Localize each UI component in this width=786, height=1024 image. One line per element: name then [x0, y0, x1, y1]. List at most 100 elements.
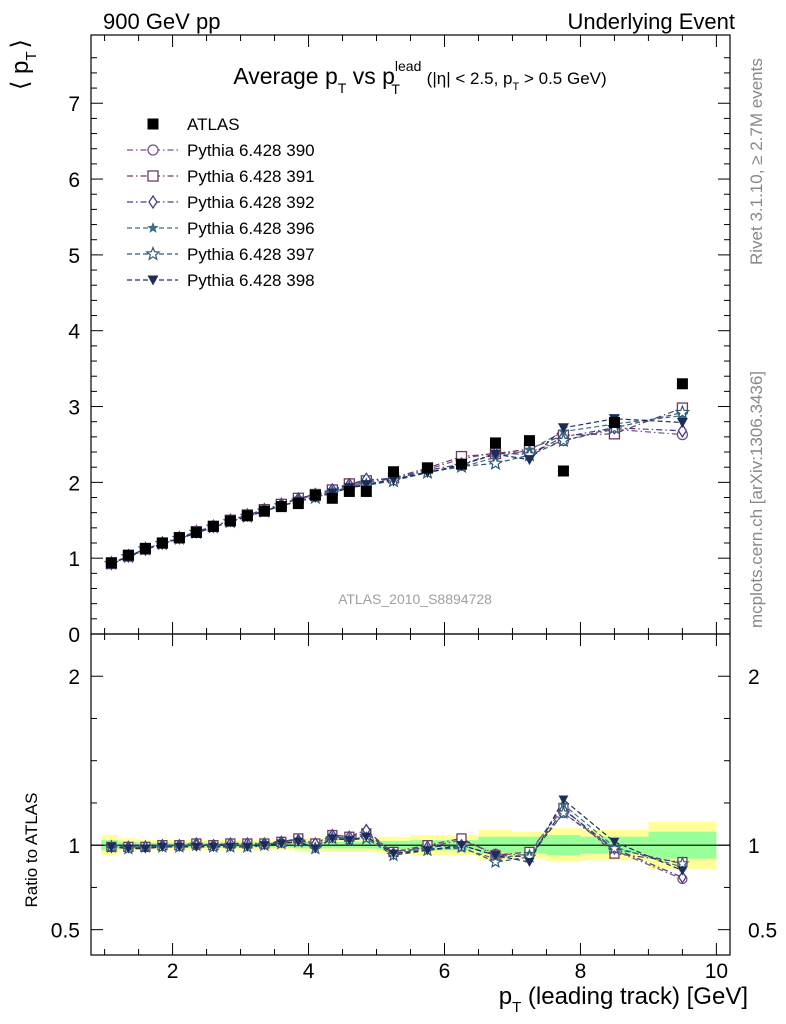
x-tick-label-4: 4: [303, 960, 315, 983]
ratio-point-s6-5: [191, 842, 202, 852]
legend-marker-6: [147, 275, 159, 286]
ratio-point-s5-19: [488, 854, 503, 869]
main-point-s6-19: [489, 449, 501, 460]
ratio-point-s3-23: [678, 870, 687, 884]
legend-label-6: Pythia 6.428 398: [187, 271, 315, 290]
main-line-series-1: [111, 428, 683, 565]
legend-marker-5: [145, 245, 161, 261]
main-point-atlas-1: [122, 549, 134, 561]
ratio-point-s6-8: [242, 842, 253, 852]
ratio-point-s6-20: [524, 858, 535, 868]
xlabel-pre: p: [499, 983, 512, 1010]
rivet-version-label: Rivet 3.1.10, ≥ 2.7M events: [747, 58, 766, 265]
ratio-point-s6-2: [140, 844, 151, 854]
ylabel-close: ⟩: [7, 39, 34, 48]
main-point-s5-21: [555, 432, 572, 448]
mcplots-source-label: mcplots.cern.ch [arXiv:1306.3436]: [747, 371, 766, 628]
xlabel-sub: T: [512, 999, 521, 1016]
main-y-tick-label-1: 1: [68, 548, 80, 571]
main-point-s6-20: [523, 455, 535, 466]
main-point-atlas-2: [139, 542, 151, 554]
ratio-point-s5-23: [675, 856, 690, 870]
ratio-point-s5-22: [607, 841, 622, 855]
main-y-tick-label-2: 2: [68, 472, 80, 495]
main-point-atlas-6: [207, 520, 219, 532]
main-point-atlas-12: [309, 489, 321, 501]
header-right-label: Underlying Event: [567, 9, 735, 34]
ratio-y-tick-label-right-1: 1: [748, 835, 760, 858]
ratio-point-s6-6: [208, 842, 219, 852]
x-tick-label-2: 2: [167, 960, 179, 983]
ratio-point-s6-1: [123, 844, 134, 854]
main-y-tick-label-6: 6: [68, 169, 80, 192]
main-point-atlas-13: [326, 492, 338, 504]
ratio-y-tick-label-right-2: 2: [748, 666, 760, 689]
main-plot-title: Average pT vs plead T (|η| < 2.5, pT > 0.…: [233, 58, 606, 97]
title-vs-sup: lead: [395, 58, 421, 74]
ratio-point-s6-13: [327, 834, 338, 844]
axes-layer: 2 4 6 8 10 0 1 2 3 4 5 6 7 0.5 0.5 1 1 2 2: [51, 35, 777, 983]
ratio-point-s6-11: [293, 837, 304, 847]
main-point-atlas-14: [343, 485, 355, 497]
title-vs-sub: T: [391, 81, 400, 97]
main-series-layer: [103, 378, 691, 571]
main-y-tick-label-7: 7: [68, 93, 80, 116]
ratio-point-s6-12: [310, 844, 321, 854]
title-main: Average p: [233, 63, 337, 89]
legend-label-5: Pythia 6.428 397: [187, 245, 315, 264]
main-line-series-3: [111, 427, 683, 565]
main-point-s5-19: [487, 455, 504, 471]
main-point-atlas-23: [676, 378, 688, 390]
title-cuts-b: > 0.5 GeV): [519, 69, 606, 88]
main-point-atlas-17: [421, 462, 433, 474]
main-point-atlas-21: [557, 465, 569, 477]
ratio-y-tick-label-1: 1: [68, 835, 80, 858]
ratio-y-axis-label: Ratio to ATLAS: [22, 793, 41, 908]
legend: ATLAS Pythia 6.428 390 Pythia 6.428 391 Pyt…: [127, 115, 315, 290]
legend-label-0: ATLAS: [187, 115, 240, 134]
ratio-point-s6-22: [609, 837, 620, 847]
main-point-atlas-10: [275, 501, 287, 513]
legend-label-2: Pythia 6.428 391: [187, 167, 315, 186]
ratio-point-s6-15: [361, 832, 372, 842]
legend-marker-2: [147, 170, 159, 182]
main-point-s3-23: [677, 423, 688, 438]
title-vs: vs p: [346, 63, 395, 89]
title-main-sub: T: [338, 80, 347, 96]
title-cuts-a: (|η| < 2.5, p: [422, 69, 513, 88]
legend-marker-3: [148, 194, 158, 210]
ratio-point-s6-10: [276, 839, 287, 849]
legend-marker-1: [147, 144, 159, 156]
ratio-plot-frame: [90, 633, 731, 956]
main-point-atlas-3: [156, 537, 168, 549]
main-line-series-5: [111, 412, 683, 565]
x-tick-label-10: 10: [705, 960, 728, 983]
main-point-atlas-15: [360, 485, 372, 497]
main-point-atlas-5: [190, 526, 202, 538]
ratio-point-s6-17: [422, 846, 433, 856]
ratio-point-s6-16: [388, 849, 399, 859]
ratio-y-tick-label-2: 2: [68, 666, 80, 689]
main-line-series-4: [111, 415, 683, 565]
x-axis-label: pT (leading track) [GeV]: [499, 983, 748, 1016]
main-point-s5-23: [674, 404, 691, 420]
main-point-atlas-7: [224, 515, 236, 527]
main-point-atlas-19: [489, 437, 501, 449]
main-point-atlas-11: [292, 498, 304, 510]
main-y-tick-label-5: 5: [68, 245, 80, 268]
analysis-id-label: ATLAS_2010_S8894728: [338, 591, 492, 607]
header-left-label: 900 GeV pp: [103, 9, 220, 34]
ratio-point-s6-7: [225, 842, 236, 852]
ratio-point-s6-19: [490, 851, 501, 861]
legend-marker-0: [147, 118, 159, 130]
ratio-point-s6-4: [174, 842, 185, 852]
ratio-point-s6-0: [106, 842, 117, 852]
legend-marker-4: [147, 222, 159, 233]
main-point-s6-16: [388, 474, 400, 485]
ratio-y-tick-label-right-0.5: 0.5: [748, 920, 777, 943]
legend-label-1: Pythia 6.428 390: [187, 141, 315, 160]
ratio-y-tick-label-0.5: 0.5: [51, 920, 80, 943]
main-point-atlas-20: [523, 435, 535, 447]
legend-label-3: Pythia 6.428 392: [187, 193, 315, 212]
